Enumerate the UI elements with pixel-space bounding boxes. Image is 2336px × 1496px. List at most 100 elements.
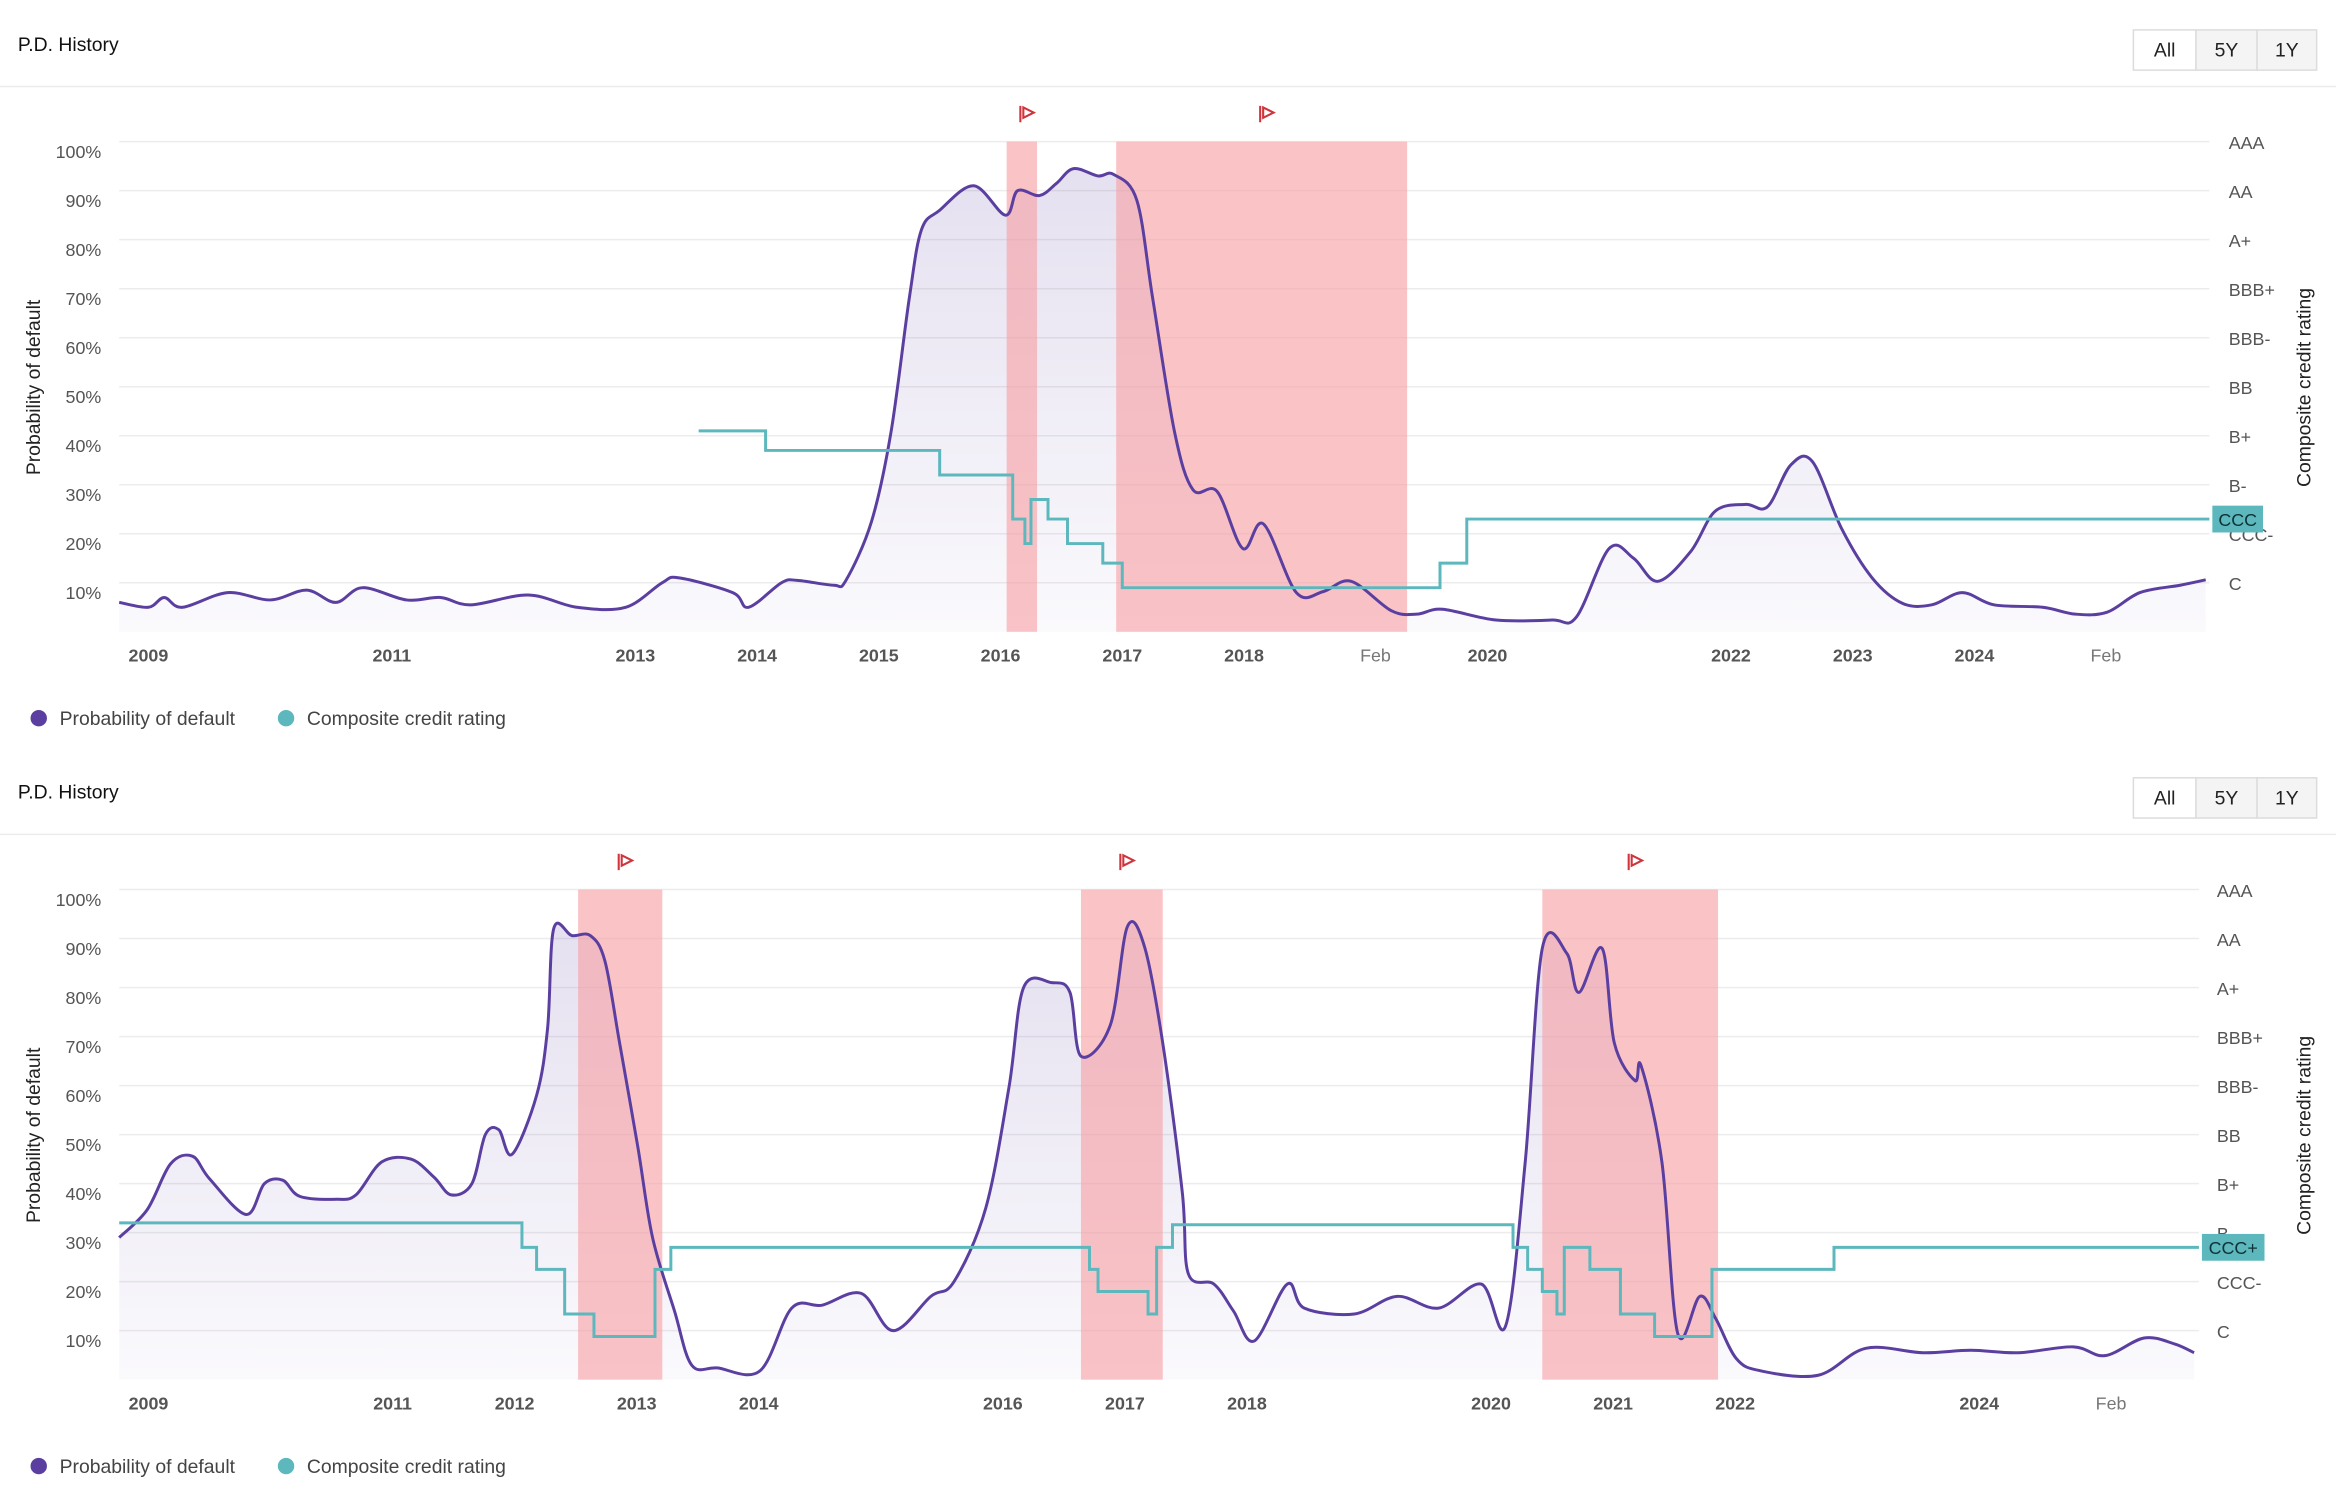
event-flag (1119, 853, 1137, 871)
range-button-label[interactable]: 5Y (2215, 40, 2239, 62)
y-tick-label: 20% (66, 1282, 102, 1302)
x-tick-label: 2013 (615, 646, 655, 666)
rating-line (698, 429, 2210, 590)
y2-tick-label: BBB- (2229, 329, 2271, 349)
x-tick-label: 2018 (1227, 1393, 1267, 1413)
event-region (1006, 141, 1038, 632)
legend-swatch (277, 1457, 295, 1475)
y-tick-label: 30% (66, 485, 102, 505)
x-tick-label: 2012 (495, 1393, 535, 1413)
y2-axis-title: Composite credit rating (2294, 1036, 2316, 1235)
y2-tick-label: BBB+ (2217, 1028, 2263, 1048)
x-tick-label: 2016 (983, 1393, 1023, 1413)
x-tick-label: 2017 (1105, 1393, 1145, 1413)
range-button[interactable] (2256, 29, 2318, 71)
x-tick-label: 2011 (372, 646, 411, 666)
range-button-label[interactable]: 5Y (2215, 788, 2239, 810)
x-tick-label: 2020 (1468, 646, 1508, 666)
current-rating-label: CCC+ (2209, 1238, 2258, 1258)
range-button-label[interactable]: All (2154, 40, 2176, 62)
y2-tick-label: BBB+ (2229, 280, 2275, 300)
x-tick-label: 2022 (1715, 1393, 1755, 1413)
y-tick-label: 80% (66, 988, 102, 1008)
y-tick-label: 20% (66, 534, 102, 554)
y-tick-label: 90% (66, 191, 102, 211)
range-button-label[interactable]: 1Y (2275, 788, 2299, 810)
y-tick-label: 90% (66, 939, 102, 959)
y-tick-label: 70% (66, 289, 102, 309)
event-region (578, 889, 663, 1380)
y-tick-label: 60% (66, 338, 102, 358)
x-tick-label: 2022 (1711, 646, 1751, 666)
event-flag (1259, 105, 1276, 123)
y2-tick-label: B+ (2229, 427, 2251, 447)
y-tick-label: 30% (66, 1233, 102, 1253)
event-flag (1019, 105, 1037, 123)
y2-tick-label: CCC- (2217, 1273, 2262, 1293)
y2-tick-label: C (2217, 1322, 2230, 1342)
event-region (1542, 889, 1719, 1380)
y2-tick-label: A+ (2229, 231, 2251, 251)
x-tick-label: 2009 (129, 646, 169, 666)
range-button-label[interactable]: 1Y (2275, 40, 2299, 62)
y2-tick-label: BB (2229, 378, 2253, 398)
y2-tick-label: B- (2229, 476, 2247, 496)
y-tick-label: 100% (56, 890, 102, 910)
legend-swatch (30, 710, 47, 727)
panel-title: P.D. History (18, 34, 119, 56)
x-tick-label: 2009 (129, 1393, 169, 1413)
x-tick-label: 2013 (617, 1393, 657, 1413)
legend-label: Probability of default (60, 1456, 236, 1478)
x-tick-label: 2014 (737, 646, 777, 666)
x-tick-label: Feb (2091, 646, 2122, 666)
x-tick-label: 2021 (1593, 1393, 1633, 1413)
y-tick-label: 10% (66, 1331, 102, 1351)
x-tick-label: 2016 (981, 646, 1021, 666)
y2-tick-label: AAA (2217, 881, 2253, 901)
y-tick-label: 50% (66, 1135, 102, 1155)
event-flag (617, 853, 635, 871)
event-region (1116, 141, 1408, 632)
current-rating-badge (2212, 505, 2263, 533)
range-button[interactable] (2132, 777, 2197, 819)
current-rating-label: CCC (2218, 510, 2257, 530)
y2-tick-label: BBB- (2217, 1077, 2259, 1097)
y2-tick-label: C (2229, 574, 2242, 594)
y2-tick-label: A+ (2217, 979, 2239, 999)
y-tick-label: 70% (66, 1037, 102, 1057)
x-tick-label: 2011 (373, 1393, 412, 1413)
range-button-label[interactable]: All (2154, 788, 2176, 810)
y2-axis-title: Composite credit rating (2294, 288, 2316, 487)
y2-tick-label: AA (2217, 930, 2241, 950)
y-tick-label: 100% (56, 142, 102, 162)
x-tick-label: 2020 (1471, 1393, 1511, 1413)
panel-title: P.D. History (18, 782, 119, 804)
y-axis-title: Probability of default (23, 1047, 45, 1223)
y2-tick-label: BB (2217, 1126, 2241, 1146)
pd-line (118, 920, 2195, 1379)
x-tick-label: 2015 (859, 646, 899, 666)
range-button[interactable] (2256, 777, 2318, 819)
y2-tick-label: AA (2229, 182, 2253, 202)
legend-label: Probability of default (60, 708, 236, 730)
y-tick-label: 60% (66, 1086, 102, 1106)
x-tick-label: 2018 (1224, 646, 1264, 666)
legend-swatch (277, 710, 295, 727)
current-rating-badge (2201, 1233, 2265, 1261)
y-tick-label: 50% (66, 387, 102, 407)
legend-label: Composite credit rating (307, 708, 506, 730)
x-tick-label: Feb (2096, 1393, 2127, 1413)
y-axis-title: Probability of default (23, 299, 45, 475)
pd-line (118, 167, 2207, 625)
x-tick-label: 2014 (739, 1393, 779, 1413)
range-button[interactable] (2195, 29, 2258, 71)
event-flag (1627, 853, 1645, 871)
y2-tick-label: AAA (2229, 133, 2265, 153)
x-tick-label: 2024 (1955, 646, 1995, 666)
x-tick-label: 2017 (1102, 646, 1142, 666)
x-tick-label: Feb (1360, 646, 1391, 666)
y-tick-label: 80% (66, 240, 102, 260)
x-tick-label: 2023 (1833, 646, 1873, 666)
y-tick-label: 10% (66, 583, 102, 603)
y-tick-label: 40% (66, 436, 102, 456)
